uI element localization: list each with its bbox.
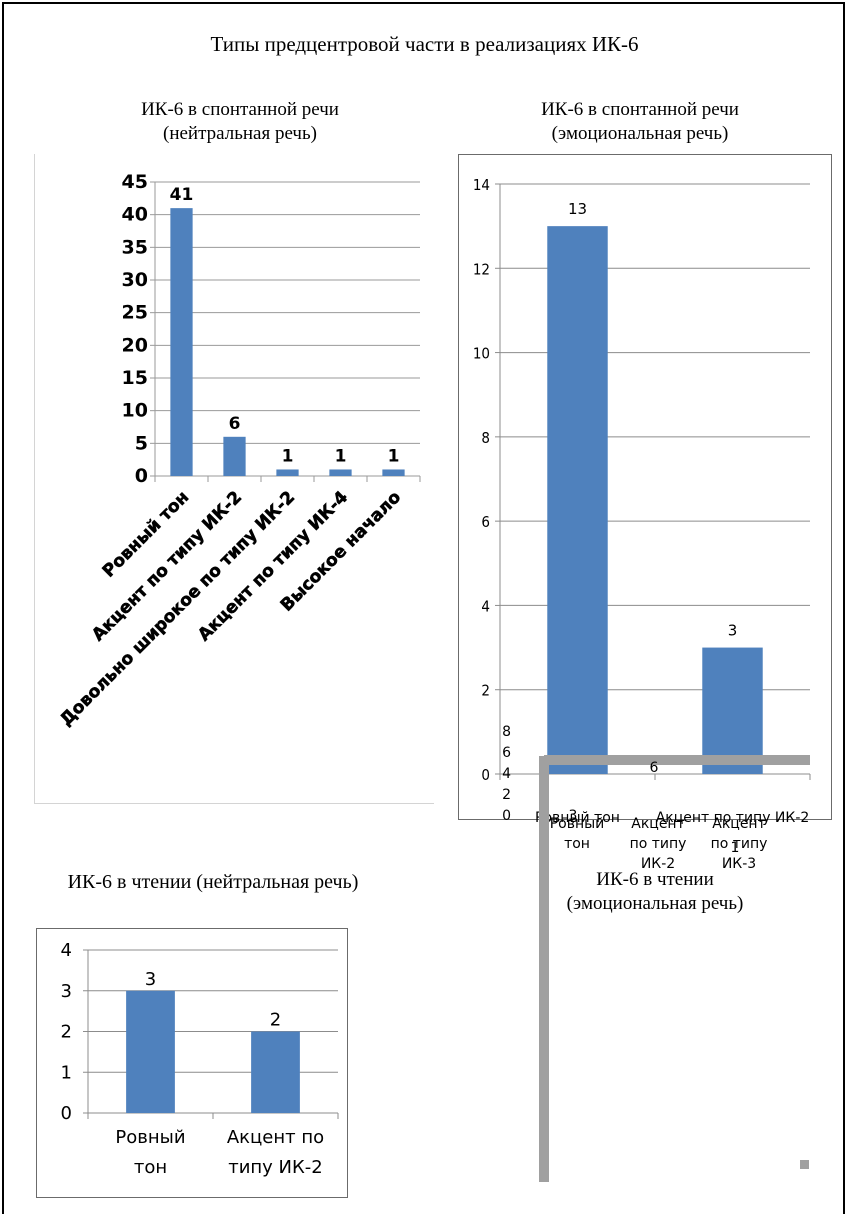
chart2-ytick-label: 14 bbox=[473, 176, 490, 194]
chart4-ytick-label: 0 bbox=[502, 808, 511, 824]
chart4-category-label: по типу bbox=[711, 836, 768, 852]
chart3-ytick-label: 1 bbox=[61, 1062, 72, 1083]
chart2-title-line2: (эмоциональная речь) bbox=[551, 123, 729, 144]
chart3-frame bbox=[36, 928, 348, 1198]
chart4-ytick-label: 4 bbox=[502, 766, 511, 782]
chart1-data-label: 41 bbox=[170, 185, 194, 205]
chart1-ytick-label: 45 bbox=[122, 171, 148, 193]
chart1-frame bbox=[34, 154, 434, 804]
chart4-category-label: ИК-3 bbox=[722, 856, 756, 872]
chart3-title-line1: ИК-6 в чтении (нейтральная речь) bbox=[67, 871, 359, 893]
chart1-category-label: Довольно широкое по типу ИК-2 bbox=[56, 487, 299, 730]
chart2-ytick-label: 6 bbox=[481, 513, 490, 531]
chart4-title-line2: (эмоциональная речь) bbox=[566, 893, 744, 914]
chart4-title-line1: ИК-6 в чтении bbox=[596, 869, 714, 890]
chart2-category-label: Ровный тон bbox=[535, 810, 620, 826]
chart1-bar bbox=[170, 208, 193, 476]
chart4-legend-marker bbox=[800, 1160, 809, 1169]
chart3-category-label: Ровный bbox=[115, 1127, 185, 1148]
chart4-category-label: Акцент bbox=[712, 816, 765, 832]
chart1-data-label: 6 bbox=[229, 414, 241, 434]
chart4-title: ИК-6 в чтении (эмоциональная речь) bbox=[500, 868, 810, 916]
chart4-ytick-label: 8 bbox=[502, 724, 511, 740]
chart3-ytick-label: 2 bbox=[61, 1022, 72, 1043]
chart2-ytick-label: 8 bbox=[481, 429, 490, 447]
chart3-title: ИК-6 в чтении (нейтральная речь) bbox=[8, 870, 418, 894]
chart1-ytick-label: 35 bbox=[122, 236, 148, 258]
chart1-data-label: 1 bbox=[388, 446, 400, 466]
chart2-bar bbox=[702, 647, 763, 774]
chart4-category-label: ИК-2 bbox=[641, 856, 675, 872]
chart4-category-label: тон bbox=[564, 836, 590, 852]
chart3-bar bbox=[126, 990, 175, 1113]
chart3-ytick-label: 4 bbox=[61, 940, 72, 961]
chart2-ytick-label: 12 bbox=[473, 260, 490, 278]
chart4-data-label: 6 bbox=[650, 760, 659, 776]
chart4-category-label: по типу bbox=[630, 836, 687, 852]
chart2-data-label: 3 bbox=[728, 622, 738, 640]
chart2-ytick-label: 0 bbox=[481, 766, 490, 784]
chart2-ytick-label: 4 bbox=[481, 597, 490, 615]
chart1-bar bbox=[329, 469, 352, 476]
chart3-data-label: 2 bbox=[270, 1010, 281, 1031]
chart1-bar bbox=[223, 436, 246, 476]
chart1-bar bbox=[276, 469, 299, 476]
chart3-category-label: типу ИК-2 bbox=[228, 1157, 323, 1178]
chart1-ytick-label: 5 bbox=[135, 432, 148, 454]
chart2-frame bbox=[458, 154, 832, 820]
chart1-title-line2: (нейтральная речь) bbox=[163, 123, 317, 144]
chart1-title-line1: ИК-6 в спонтанной речи bbox=[141, 99, 339, 120]
chart3-ytick-label: 3 bbox=[61, 981, 72, 1002]
chart2-title-line1: ИК-6 в спонтанной речи bbox=[541, 99, 739, 120]
chart3-ytick-label: 0 bbox=[61, 1103, 72, 1124]
chart1-ytick-label: 20 bbox=[122, 334, 148, 356]
chart1-ytick-label: 40 bbox=[122, 204, 148, 226]
page-title: Типы предцентровой части в реализациях И… bbox=[210, 32, 639, 56]
chart1-ytick-label: 15 bbox=[122, 367, 148, 389]
chart1-ytick-label: 0 bbox=[135, 465, 148, 487]
chart1-ytick-label: 10 bbox=[122, 400, 148, 422]
chart2-title: ИК-6 в спонтанной речи (эмоциональная ре… bbox=[490, 98, 790, 146]
chart4-ytick-label: 2 bbox=[502, 787, 511, 803]
chart1-data-label: 1 bbox=[335, 446, 347, 466]
chart3-data-label: 3 bbox=[145, 969, 156, 990]
chart1-bar bbox=[382, 469, 405, 476]
chart2-category-label: Акцент по типу ИК-2 bbox=[656, 810, 810, 826]
chart1-title: ИК-6 в спонтанной речи (нейтральная речь… bbox=[90, 98, 390, 146]
chart3-category-label: Акцент по bbox=[227, 1127, 324, 1148]
chart3-category-label: тон bbox=[134, 1157, 167, 1178]
chart4-data-label: 3 bbox=[569, 808, 578, 824]
chart3-bar bbox=[251, 1031, 300, 1113]
chart2-bar bbox=[547, 226, 608, 775]
chart2-ytick-label: 10 bbox=[473, 345, 490, 363]
chart4-category-label: Ровный bbox=[550, 816, 605, 832]
chart2-data-label: 13 bbox=[568, 200, 587, 218]
chart4-ytick-label: 6 bbox=[502, 745, 511, 761]
chart1-ytick-label: 30 bbox=[122, 269, 148, 291]
chart1-ytick-label: 25 bbox=[122, 302, 148, 324]
chart4-data-label: 1 bbox=[731, 840, 740, 856]
chart1-data-label: 1 bbox=[282, 446, 294, 466]
chart4-category-label: Акцент bbox=[631, 816, 684, 832]
chart2-ytick-label: 2 bbox=[481, 682, 490, 700]
